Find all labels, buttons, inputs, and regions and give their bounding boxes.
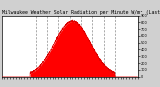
Text: Milwaukee Weather Solar Radiation per Minute W/m² (Last 24 Hours): Milwaukee Weather Solar Radiation per Mi… [2,10,160,15]
